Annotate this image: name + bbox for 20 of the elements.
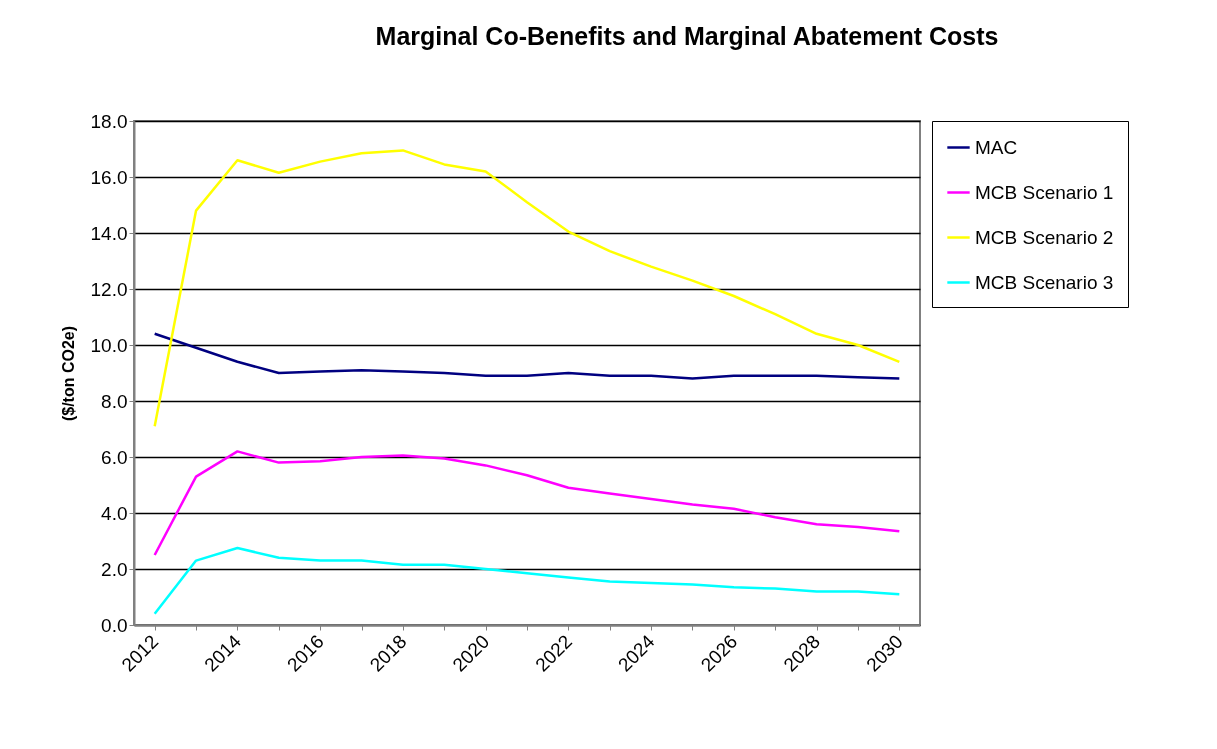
y-tick-label: 10.0 <box>90 334 128 356</box>
y-tick-label: 8.0 <box>101 390 128 412</box>
y-tick-label: 6.0 <box>101 446 128 468</box>
legend-label: MAC <box>975 136 1018 158</box>
y-axis-title: ($/ton CO2e) <box>59 325 77 422</box>
y-tick-label: 14.0 <box>90 222 128 244</box>
line-series <box>153 149 901 428</box>
legend-label: MCB Scenario 2 <box>975 226 1114 248</box>
legend-label: MCB Scenario 1 <box>975 181 1114 203</box>
y-tick-label: 12.0 <box>90 278 128 300</box>
line-series <box>153 450 901 557</box>
line-series <box>153 332 901 380</box>
line-series <box>153 546 901 616</box>
y-tick-label: 18.0 <box>90 110 128 132</box>
y-tick-label: 2.0 <box>101 558 128 580</box>
y-tick-label: 16.0 <box>90 166 128 188</box>
y-tick-label: 4.0 <box>101 502 128 524</box>
y-tick-label: 0.0 <box>101 614 128 636</box>
chart-title: Marginal Co-Benefits and Marginal Abatement Costs <box>375 22 999 50</box>
legend-label: MCB Scenario 3 <box>975 271 1114 293</box>
